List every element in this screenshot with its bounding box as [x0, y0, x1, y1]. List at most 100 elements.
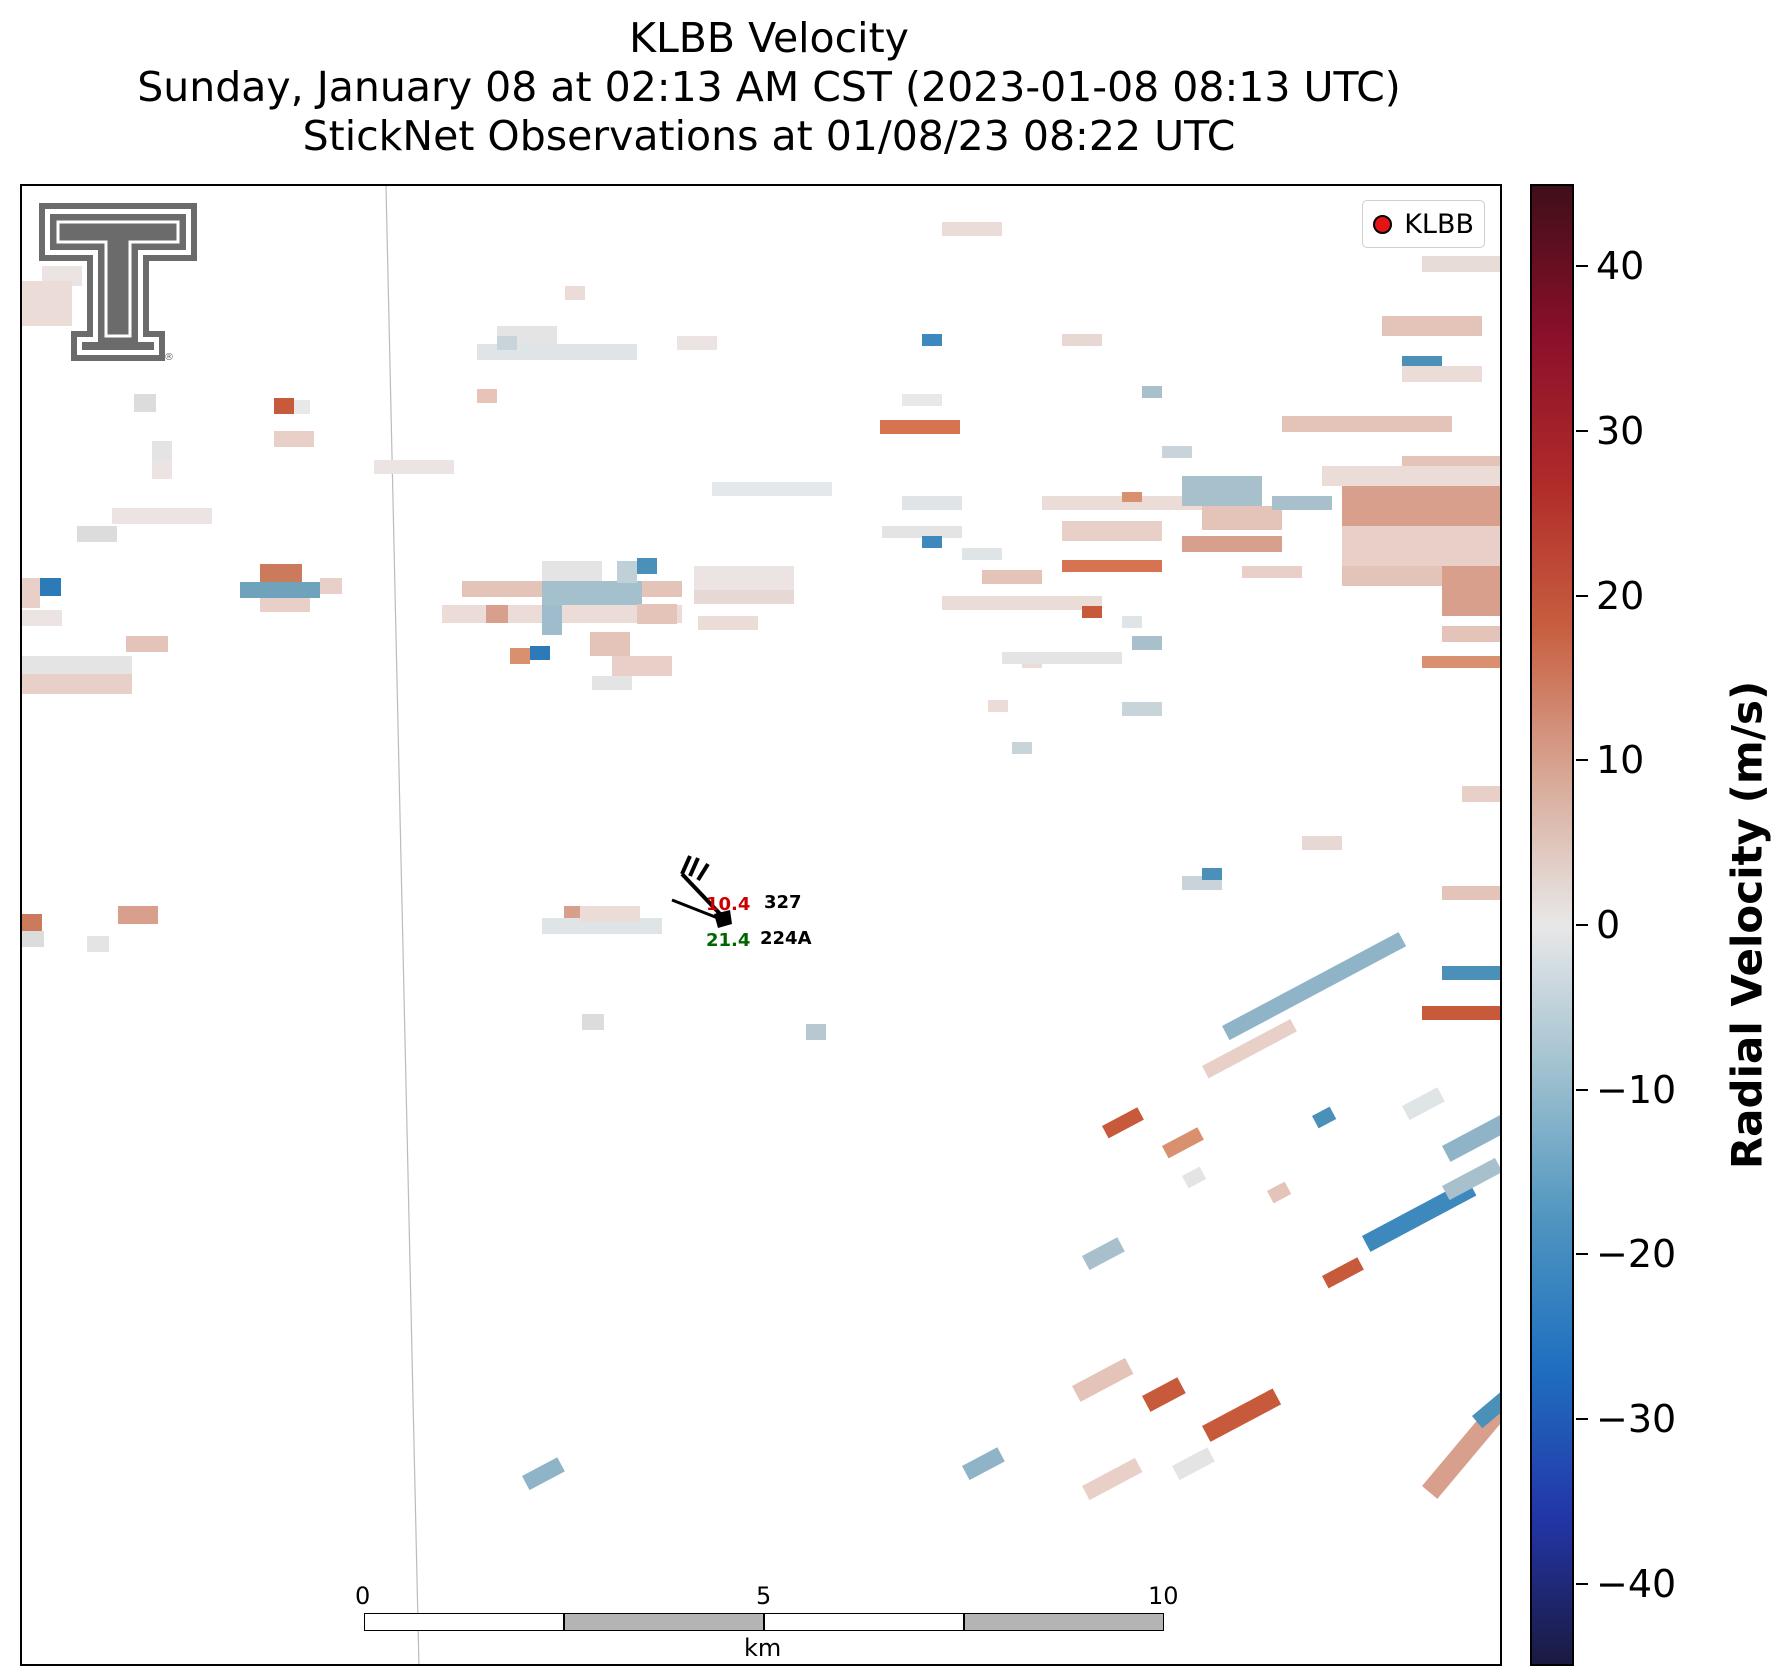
velocity-gate: [22, 914, 42, 932]
scale-tick: [1163, 1613, 1164, 1631]
colorbar-tick-label: 0: [1596, 903, 1621, 947]
velocity-gate: [1442, 626, 1500, 642]
velocity-gate: [1142, 1377, 1186, 1412]
velocity-gate: [1272, 496, 1332, 510]
title-line-1: KLBB Velocity: [629, 14, 909, 62]
velocity-gate: [22, 674, 132, 694]
velocity-gate: [962, 548, 1002, 560]
velocity-gate: [152, 441, 172, 461]
texas-tech-logo: ®: [39, 203, 197, 363]
velocity-gate: [77, 526, 117, 542]
county-boundary-line: [385, 186, 420, 1664]
velocity-gate: [1282, 416, 1452, 432]
velocity-gate: [1402, 366, 1482, 382]
velocity-gate: [118, 906, 158, 924]
velocity-gate: [694, 566, 794, 590]
velocity-gate: [1422, 256, 1500, 272]
colorbar-tick-label: −20: [1596, 1232, 1677, 1277]
scale-label-0: 0: [355, 1582, 371, 1610]
velocity-gate: [134, 394, 156, 412]
velocity-gate: [637, 604, 677, 624]
colorbar-tick-mark: [1576, 924, 1588, 926]
double-t-fill: [50, 214, 186, 350]
velocity-gate: [39, 578, 61, 596]
stickNet-station-plot[interactable]: [671, 855, 732, 928]
velocity-gate: [87, 936, 109, 952]
colorbar-tick-mark: [1576, 1088, 1588, 1091]
velocity-gate: [582, 1014, 604, 1030]
velocity-gate: [542, 605, 562, 635]
velocity-gate: [1012, 742, 1032, 754]
velocity-gate: [1162, 1127, 1204, 1159]
velocity-gate: [1441, 1157, 1500, 1201]
velocity-gate: [1202, 1019, 1297, 1079]
klbb-marker-icon: [1373, 214, 1393, 234]
wind-barb-flag: [680, 855, 692, 875]
velocity-gate: [1442, 966, 1500, 980]
velocity-gate: [880, 420, 960, 434]
velocity-gate: [1072, 1357, 1134, 1402]
velocity-gate: [712, 482, 832, 496]
velocity-gate: [922, 334, 942, 346]
velocity-gate: [1122, 492, 1142, 502]
velocity-gate: [126, 636, 168, 652]
scale-segment: [564, 1613, 764, 1631]
velocity-gate: [882, 526, 962, 538]
title-line-3: StickNet Observations at 01/08/23 08:22 …: [302, 112, 1236, 160]
velocity-gate: [565, 286, 585, 300]
velocity-gate: [1182, 476, 1262, 506]
velocity-gate: [260, 564, 302, 582]
registered-mark: ®: [164, 352, 174, 363]
velocity-gate: [1322, 1257, 1364, 1289]
velocity-gate: [1081, 1457, 1143, 1501]
station-marker-icon: [714, 910, 732, 928]
velocity-gate: [806, 1024, 826, 1040]
velocity-gate: [942, 596, 1102, 610]
colorbar-tick-label: 20: [1596, 573, 1645, 618]
velocity-gate: [542, 581, 642, 605]
title-line-2: Sunday, January 08 at 02:13 AM CST (2023…: [137, 63, 1401, 111]
velocity-gate: [530, 646, 550, 660]
velocity-gate: [1312, 1106, 1337, 1129]
scale-segment: [364, 1613, 564, 1631]
velocity-gate: [1222, 932, 1407, 1041]
colorbar-tick-label: 40: [1596, 244, 1645, 289]
station-temp-label: 10.4: [706, 894, 751, 915]
legend-label: KLBB: [1404, 208, 1474, 240]
scale-tick: [764, 1613, 765, 1631]
velocity-gate: [1422, 1006, 1500, 1020]
velocity-gate: [510, 648, 530, 664]
velocity-gate: [1181, 1166, 1207, 1189]
velocity-gate: [22, 656, 132, 674]
colorbar-tick-mark: [1576, 1582, 1588, 1585]
velocity-gate: [1242, 566, 1302, 578]
velocity-gate: [1302, 836, 1342, 850]
station-id-327: 327: [764, 892, 802, 913]
velocity-gate: [1062, 521, 1162, 541]
velocity-gate: [902, 394, 942, 406]
radar-map[interactable]: ® 10.4 327 21.4 224A KLBB 0 5 10 km: [20, 184, 1502, 1666]
velocity-gate: [112, 508, 212, 524]
colorbar-tick-mark: [1576, 759, 1588, 762]
velocity-gate: [1361, 1179, 1477, 1252]
velocity-gate: [1402, 1087, 1445, 1121]
station-id-224a: 224A: [760, 928, 812, 949]
velocity-gate: [617, 561, 637, 583]
scale-segment: [764, 1613, 964, 1631]
velocity-gate: [1122, 616, 1142, 628]
velocity-gate: [1002, 652, 1122, 664]
velocity-gate: [580, 906, 640, 922]
velocity-gate: [962, 1447, 1005, 1481]
velocity-gate: [22, 610, 62, 626]
velocity-gate: [22, 281, 72, 326]
velocity-gate: [1142, 386, 1162, 398]
velocity-gate: [902, 496, 962, 510]
velocity-gate: [942, 222, 1002, 236]
velocity-gate: [1062, 334, 1102, 346]
colorbar-tick-mark: [1576, 430, 1588, 432]
velocity-gate: [522, 1457, 565, 1491]
velocity-gate: [1122, 702, 1162, 716]
velocity-gate: [274, 398, 294, 414]
velocity-gate: [1382, 316, 1482, 336]
velocity-gate: [1102, 1107, 1144, 1139]
